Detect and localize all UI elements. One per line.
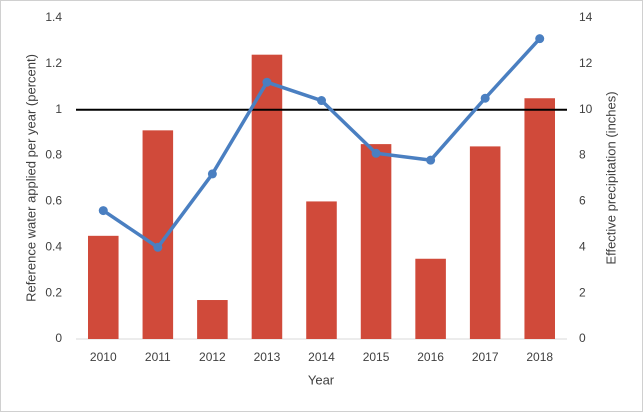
line-point [426,155,436,165]
x-tick-label: 2014 [308,350,335,364]
x-tick-label: 2010 [90,350,117,364]
bar [360,144,392,339]
bar [306,201,337,339]
y-tick-label: 0.4 [45,239,62,253]
y2-axis-title: Effective precipitation (inches) [603,91,618,264]
line-point [480,93,490,103]
x-tick-label: 2018 [526,350,553,364]
y-tick-label: 0.8 [45,148,62,162]
bar [88,235,119,339]
bar [469,146,501,339]
x-tick-label: 2013 [254,350,281,364]
y2-tick-label: 2 [579,285,586,299]
bar [197,300,228,339]
line-point [317,96,326,106]
y2-tick-label: 8 [579,148,586,162]
y2-tick-label: 6 [579,194,586,208]
y-tick-label: 1.2 [45,56,62,70]
y2-tick-label: 14 [579,10,593,24]
y2-tick-label: 12 [579,56,593,70]
line-point [207,169,217,179]
y2-tick-label: 0 [579,331,586,345]
bar [524,98,555,339]
line-point [153,242,163,252]
y2-tick-label: 10 [579,102,593,116]
y-tick-label: 0 [55,331,62,345]
y-tick-label: 1.4 [45,10,62,24]
x-tick-label: 2011 [145,350,171,364]
line-point [262,77,272,87]
y-axis-title: Reference water applied per year (percen… [23,54,38,302]
bar [415,258,446,339]
x-axis-title: Year [308,372,335,387]
x-tick-label: 2017 [472,350,499,364]
y-tick-label: 0.6 [45,194,62,208]
x-tick-label: 2016 [417,350,444,364]
line-point [371,148,381,158]
y2-tick-label: 4 [579,239,586,253]
line-point [98,206,108,216]
x-tick-label: 2012 [199,350,226,364]
y-tick-label: 1 [55,102,62,116]
line-point [535,34,545,44]
x-tick-label: 2015 [363,350,390,364]
y-tick-label: 0.2 [45,285,62,299]
